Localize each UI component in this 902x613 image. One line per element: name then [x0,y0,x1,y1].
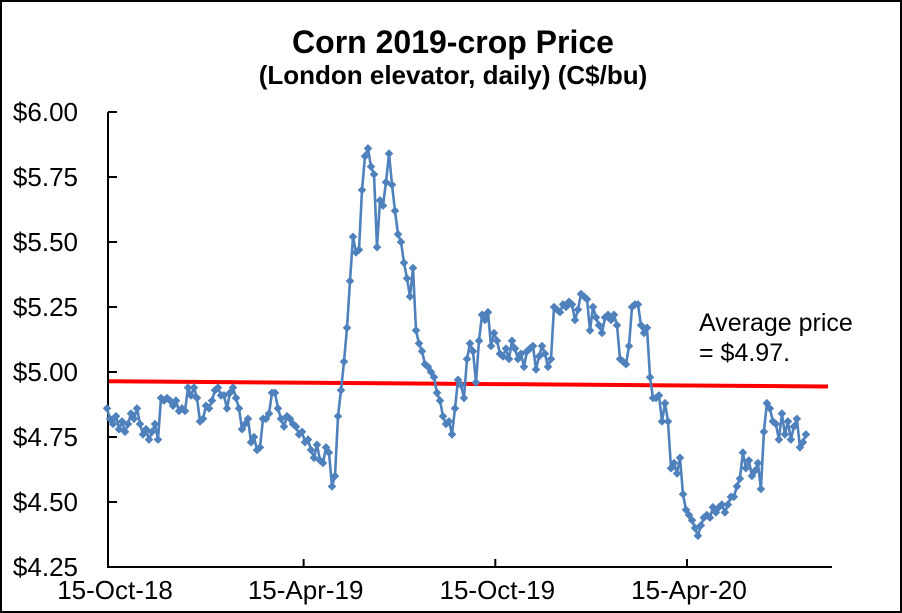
x-axis-label: 15-Oct-18 [57,575,173,605]
y-axis-label: $5.75 [12,162,78,192]
chart-title: Corn 2019-crop Price [292,24,614,60]
chart-subtitle: (London elevator, daily) (C$/bu) [258,60,648,90]
x-axis-label: 15-Oct-19 [439,575,556,605]
average-price-annotation-line1: Average price [699,309,853,337]
y-axis-label: $5.25 [12,292,78,322]
x-axis-label: 15-Apr-20 [631,575,747,605]
x-axis-label: 15-Apr-19 [247,575,364,605]
y-axis-label: $5.00 [12,357,78,387]
y-axis-label: $4.75 [12,422,78,452]
y-axis-label: $6.00 [12,97,78,127]
average-price-line [108,379,829,389]
y-axis-label: $5.50 [12,227,78,257]
y-axis-label: $4.25 [12,552,78,582]
average-price-annotation: Average price = $4.97. [699,308,853,368]
y-axis-label: $4.50 [12,487,78,517]
average-price-annotation-line2: = $4.97. [699,339,791,367]
